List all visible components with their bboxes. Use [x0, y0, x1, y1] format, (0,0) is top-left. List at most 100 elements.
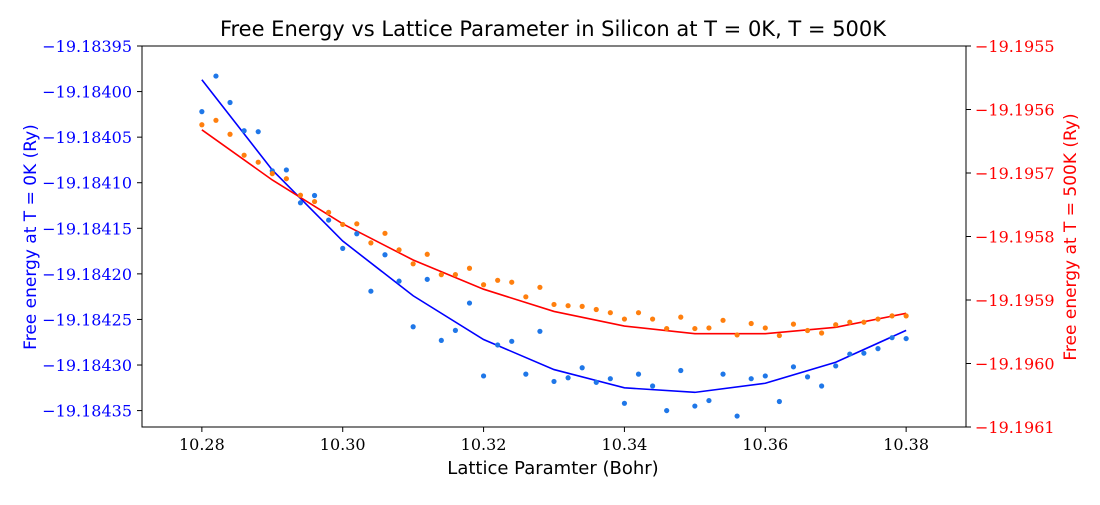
data-point-500k	[720, 317, 726, 323]
data-point-0k	[819, 383, 825, 389]
data-point-0k	[368, 288, 374, 294]
data-point-500k	[311, 198, 318, 205]
data-point-500k	[847, 319, 853, 325]
data-point-0k	[762, 373, 768, 379]
data-point-500k	[593, 306, 599, 313]
data-point-500k	[762, 325, 768, 331]
y-left-tick-label: −19.18420	[42, 265, 132, 284]
data-point-500k	[466, 265, 473, 271]
y-left-tick-label: −19.18415	[42, 219, 132, 238]
x-tick-label: 10.36	[742, 435, 788, 454]
data-point-0k	[664, 407, 670, 414]
data-point-0k	[509, 338, 515, 344]
data-point-500k	[664, 325, 670, 332]
data-point-500k	[509, 279, 515, 285]
data-point-500k	[734, 332, 740, 338]
data-point-500k	[650, 316, 656, 322]
data-point-0k	[537, 328, 543, 334]
data-point-500k	[326, 209, 332, 215]
data-point-0k	[678, 367, 684, 374]
data-point-500k	[410, 261, 416, 267]
data-point-500k	[551, 301, 557, 308]
data-point-500k	[565, 303, 571, 309]
data-point-0k	[466, 300, 473, 306]
data-point-0k	[551, 378, 557, 385]
data-point-500k	[621, 316, 628, 322]
data-point-500k	[579, 303, 585, 309]
data-point-500k	[833, 322, 839, 328]
data-point-500k	[607, 310, 613, 316]
data-point-500k	[495, 277, 501, 283]
data-point-0k	[776, 398, 782, 405]
y-right-tick-label: −19.1960	[975, 355, 1055, 374]
data-point-0k	[804, 374, 811, 380]
y-left-tick-label: −19.18435	[42, 402, 132, 421]
y-left-tick-label: −19.18405	[42, 128, 132, 147]
data-point-0k	[452, 327, 458, 333]
y-right-tick-label: −19.1959	[975, 291, 1055, 310]
data-point-0k	[607, 376, 613, 382]
data-point-0k	[635, 371, 642, 377]
data-point-500k	[861, 319, 867, 325]
data-point-0k	[621, 400, 628, 406]
x-tick-label: 10.28	[179, 435, 225, 454]
data-point-500k	[227, 131, 233, 137]
data-point-500k	[368, 240, 374, 246]
y-right-tick-label: −19.1961	[975, 418, 1055, 437]
data-point-0k	[748, 376, 754, 382]
data-point-0k	[213, 73, 219, 79]
data-point-0k	[692, 403, 698, 409]
data-point-0k	[354, 231, 360, 237]
data-point-0k	[255, 129, 261, 135]
chart-title: Free Energy vs Lattice Parameter in Sili…	[220, 17, 887, 41]
data-point-500k	[790, 321, 797, 327]
data-point-500k	[706, 325, 712, 331]
data-point-0k	[438, 337, 444, 344]
fit-line-0k	[201, 79, 907, 394]
data-point-0k	[593, 379, 599, 385]
data-point-500k	[340, 221, 346, 228]
data-point-500k	[354, 221, 360, 227]
data-point-0k	[650, 383, 656, 389]
data-point-500k	[424, 251, 430, 257]
data-point-0k	[847, 351, 853, 357]
data-point-0k	[396, 278, 402, 284]
data-point-0k	[903, 335, 909, 342]
data-point-0k	[199, 109, 205, 115]
data-point-500k	[692, 325, 698, 332]
data-point-500k	[382, 230, 388, 236]
data-point-0k	[889, 335, 895, 341]
y-right-tick-label: −19.1956	[975, 101, 1055, 120]
x-axis-label: Lattice Paramter (Bohr)	[447, 458, 658, 479]
x-tick-label: 10.32	[461, 435, 507, 454]
data-point-500k	[283, 176, 289, 182]
data-point-0k	[706, 397, 712, 404]
data-point-0k	[523, 371, 529, 377]
data-point-500k	[480, 282, 487, 288]
y-right-tick-label: −19.1957	[975, 164, 1055, 183]
data-point-500k	[875, 316, 881, 322]
data-point-500k	[523, 294, 529, 300]
data-point-0k	[565, 375, 571, 381]
data-point-500k	[635, 310, 642, 316]
data-point-500k	[776, 332, 782, 339]
data-point-500k	[819, 330, 825, 336]
data-point-0k	[297, 200, 304, 206]
y-right-tick-label: −19.1955	[975, 37, 1055, 56]
data-point-500k	[297, 192, 304, 198]
data-point-500k	[903, 313, 909, 319]
data-point-500k	[804, 327, 811, 334]
data-point-0k	[241, 128, 247, 134]
data-point-0k	[579, 365, 585, 371]
data-point-500k	[396, 247, 402, 253]
data-point-500k	[199, 122, 205, 128]
data-point-500k	[255, 159, 261, 165]
y-left-tick-label: −19.18425	[42, 310, 132, 329]
marks-layer	[199, 73, 909, 419]
data-point-500k	[241, 152, 247, 158]
data-point-0k	[410, 324, 416, 330]
y-right-tick-label: −19.1958	[975, 228, 1055, 247]
data-point-500k	[269, 171, 275, 177]
y-axis-label-left: Free energy at T = 0K (Ry)	[21, 124, 41, 350]
